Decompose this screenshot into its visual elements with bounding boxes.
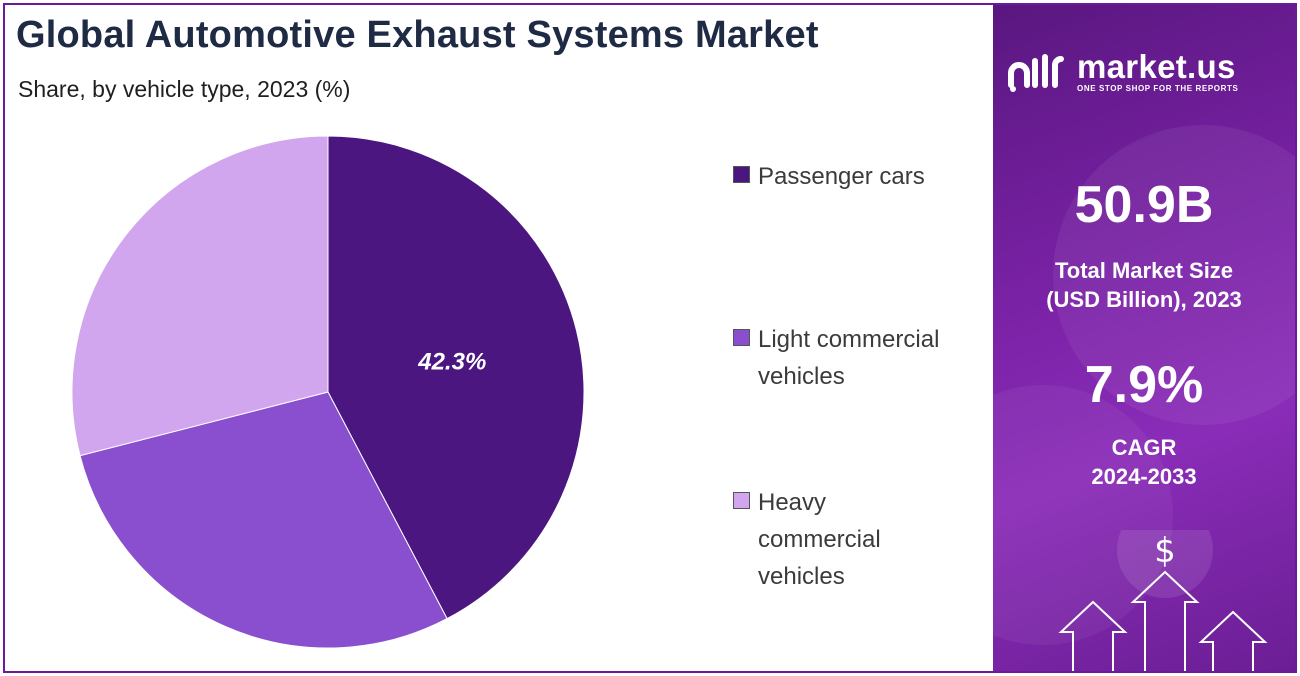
market-us-logo-icon [1008, 54, 1064, 92]
summary-panel: market.us ONE STOP SHOP FOR THE REPORTS … [993, 5, 1295, 671]
legend-swatch-light-commercial [733, 329, 750, 346]
growth-arrows-icon: $ [1058, 530, 1268, 671]
legend-label-passenger-cars: Passenger cars [758, 163, 925, 190]
pie-slice-light-commercial-vehicles [79, 391, 448, 649]
legend-item-heavy-commercial: Heavy commercial vehicles [733, 484, 928, 595]
market-size-label-line2: (USD Billion), 2023 [1046, 287, 1242, 312]
pie-slice-heavy-commercial-vehicles [71, 135, 329, 457]
logo-tagline: ONE STOP SHOP FOR THE REPORTS [1077, 83, 1239, 93]
legend-item-passenger-cars: Passenger cars [733, 158, 988, 195]
market-us-logo: market.us ONE STOP SHOP FOR THE REPORTS [1005, 49, 1238, 93]
cagr-value: 7.9% [1084, 356, 1204, 414]
chart-title: Global Automotive Exhaust Systems Market [16, 14, 819, 56]
dollar-icon: $ [1154, 531, 1176, 571]
legend-label-heavy-commercial: Heavy commercial vehicles [758, 489, 881, 590]
pie-slice-passenger-cars [327, 135, 585, 620]
cagr-label-line2: 2024-2033 [1091, 464, 1197, 489]
chart-subtitle: Share, by vehicle type, 2023 (%) [18, 76, 351, 102]
legend-item-light-commercial: Light commercial vehicles [733, 321, 988, 395]
legend-label-light-commercial: Light commercial vehicles [758, 326, 940, 390]
legend-swatch-passenger-cars [733, 166, 750, 183]
market-size-value: 50.9B [1074, 176, 1214, 234]
legend-swatch-heavy-commercial [733, 492, 750, 509]
pie-chart: 42.3% [71, 135, 585, 649]
logo-name: market.us [1077, 47, 1236, 85]
cagr-label-line1: CAGR [1111, 435, 1177, 460]
market-size-label-line1: Total Market Size [1054, 258, 1234, 283]
pie-slice-label-0: 42.3% [417, 348, 486, 375]
